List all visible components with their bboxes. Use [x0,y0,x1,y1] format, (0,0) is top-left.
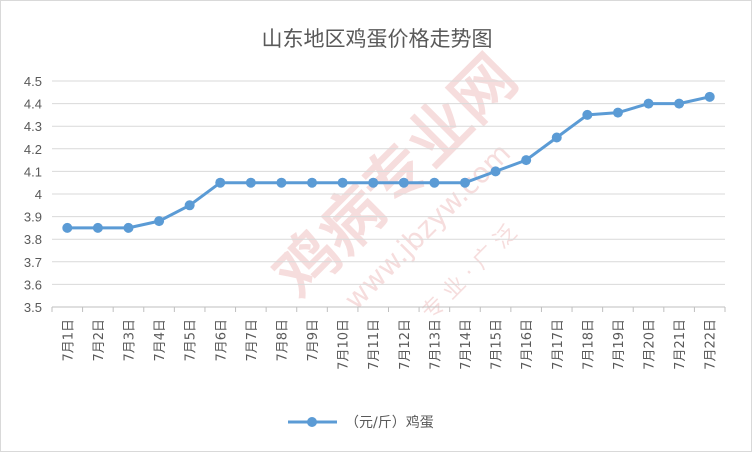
data-point[interactable] [643,98,654,109]
data-point[interactable] [154,216,165,227]
grid [52,80,725,308]
x-tick-label: 7月22日 [704,319,719,370]
x-tick-label: 7月21日 [673,319,688,370]
x-tick-label: 7月4日 [153,319,168,362]
legend[interactable]: （元/斤）鸡蛋 [288,414,434,431]
series-line [67,95,711,230]
x-tick-label: 7月9日 [306,319,321,362]
data-point[interactable] [459,177,470,188]
x-tick-label: 7月12日 [398,319,413,370]
x-tick-label: 7月2日 [92,319,107,362]
x-tick-label: 7月18日 [581,319,596,370]
data-point[interactable] [92,222,103,233]
data-point[interactable] [704,91,715,102]
data-point[interactable] [184,200,195,211]
x-tick-label: 7月1日 [61,319,76,362]
series-layer [62,91,715,233]
data-point[interactable] [307,177,318,188]
data-point[interactable] [521,155,532,166]
data-point[interactable] [490,166,501,177]
x-axis: 7月1日 7月2日 7月3日 7月4日 7月5日 7月6日 7月7日 7月8日 7月9日 7月10… [51,306,726,370]
x-tick-label: 7月5日 [184,319,199,362]
data-point[interactable] [612,107,623,118]
y-tick-label: 3.6 [24,277,42,292]
x-tick-label: 7月15日 [490,319,505,370]
x-tick-label: 7月14日 [459,319,474,370]
data-point[interactable] [674,98,685,109]
y-tick-label: 4.3 [24,119,42,134]
data-point[interactable] [551,132,562,143]
y-tick-label: 4.4 [24,97,42,112]
data-point[interactable] [368,177,379,188]
legend-marker [307,417,317,427]
x-tick-label: 7月8日 [275,319,290,362]
y-tick-label: 4.2 [24,142,42,157]
y-tick-label: 3.9 [24,210,42,225]
x-tick-label: 7月20日 [643,319,658,370]
y-tick-label: 4.1 [24,164,42,179]
data-point[interactable] [582,109,593,120]
x-tick-label: 7月19日 [612,319,627,370]
x-tick-label: 7月13日 [428,319,443,370]
data-point[interactable] [215,177,226,188]
y-axis: 3.5 3.6 3.7 3.8 3.9 4 4.1 4.2 4.3 4.4 4.5 [24,74,42,315]
x-tick-label: 7月3日 [122,319,137,362]
y-tick-label: 3.5 [24,300,42,315]
y-tick-label: 3.8 [24,232,42,247]
y-tick-label: 3.7 [24,255,42,270]
data-point[interactable] [245,177,256,188]
data-point[interactable] [123,222,134,233]
y-tick-label: 4.5 [24,74,42,89]
x-tick-label: 7月16日 [520,319,535,370]
x-tick-label: 7月10日 [337,319,352,370]
x-tick-label: 7月6日 [214,319,229,362]
data-point[interactable] [337,177,348,188]
x-tick-label: 7月7日 [245,319,260,362]
data-point[interactable] [398,177,409,188]
data-point[interactable] [276,177,287,188]
y-tick-label: 4 [35,187,42,202]
legend-label: （元/斤）鸡蛋 [345,414,434,431]
x-tick-label: 7月11日 [367,319,382,370]
data-point[interactable] [62,222,73,233]
chart-title: 山东地区鸡蛋价格走势图 [262,27,493,51]
x-tick-label: 7月17日 [551,319,566,370]
data-point[interactable] [429,177,440,188]
